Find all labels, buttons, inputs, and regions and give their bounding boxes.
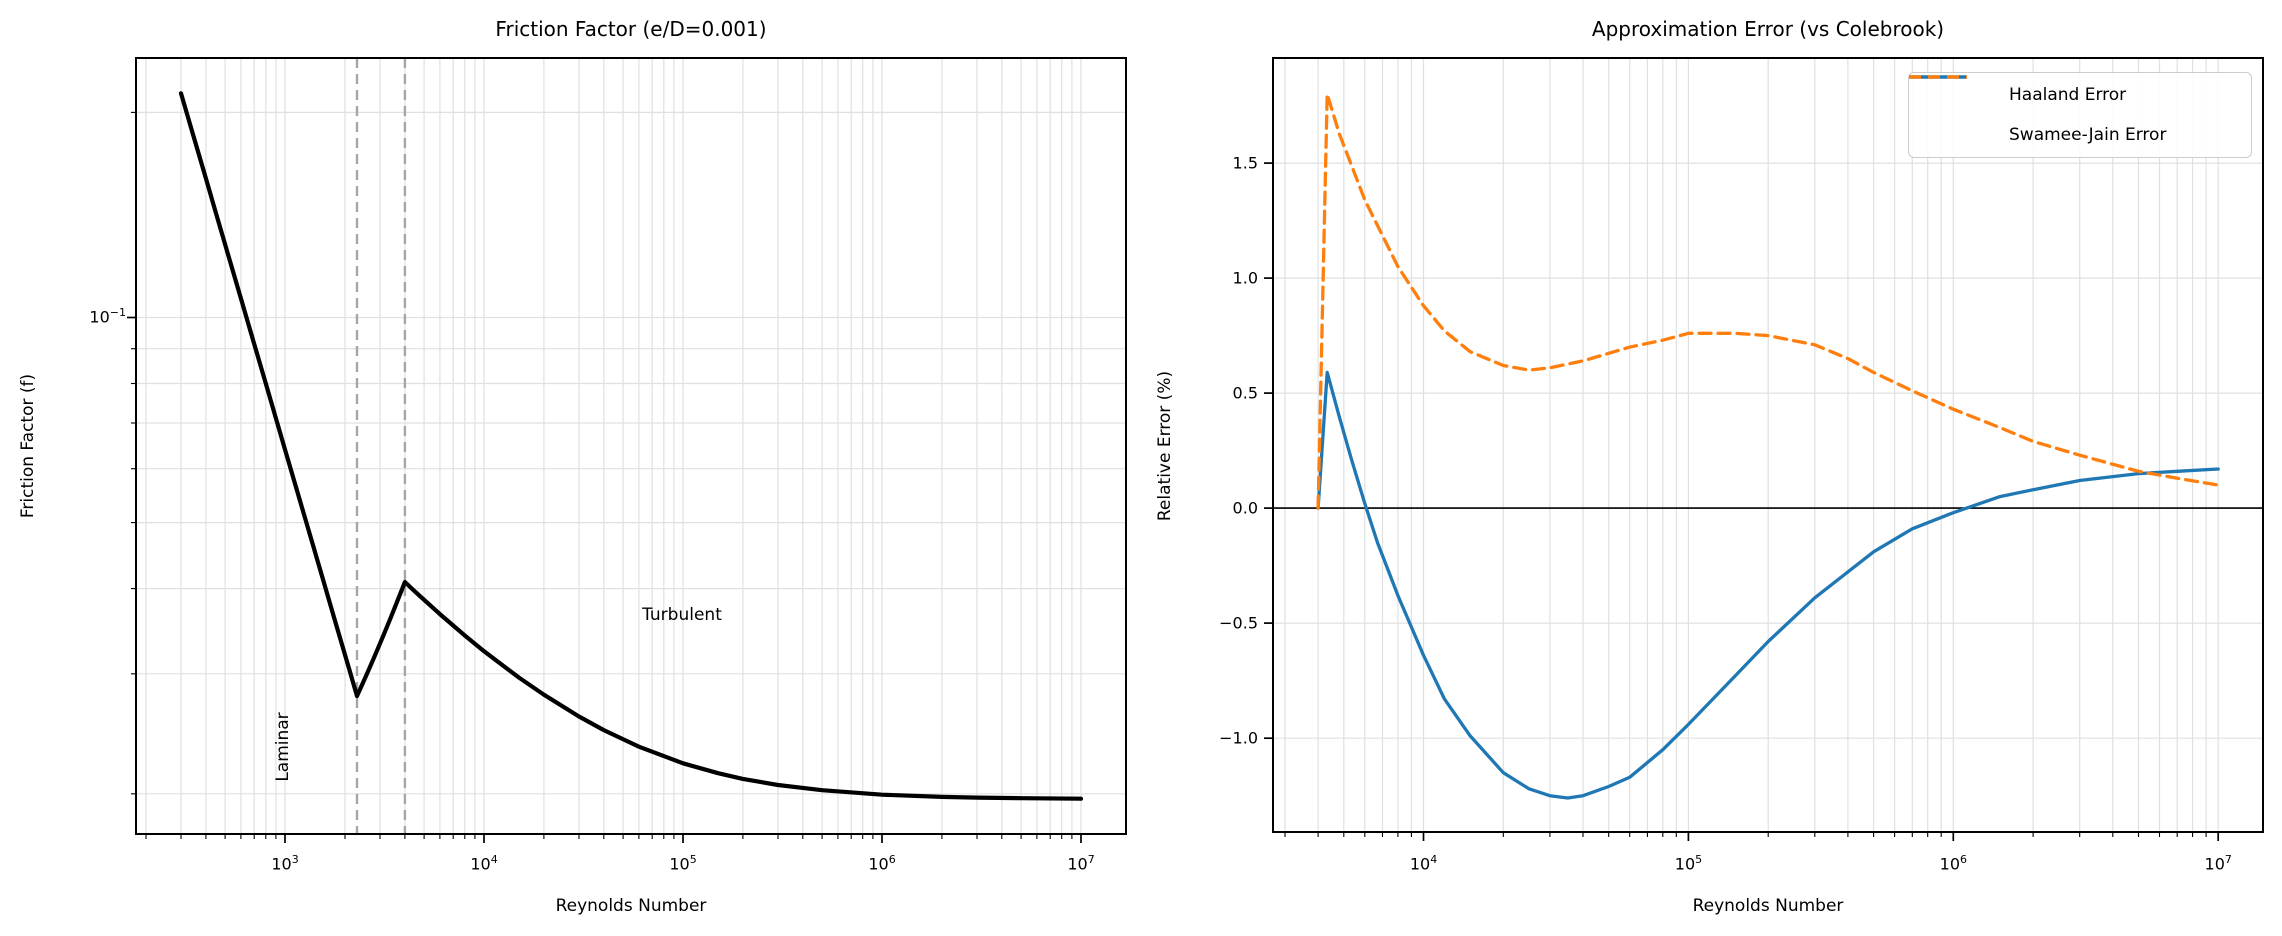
right-chart-title: Approximation Error (vs Colebrook) xyxy=(1591,17,1945,41)
right-xtick-label: 104 xyxy=(1409,853,1438,874)
legend-label-haaland: Haaland Error xyxy=(2009,85,2127,106)
turbulent-annotation: Turbulent xyxy=(642,604,722,625)
left-xtick-label: 107 xyxy=(1067,853,1095,874)
right-xtick-label: 106 xyxy=(1939,853,1968,874)
right-ytick-label: −1.0 xyxy=(1219,728,1258,748)
left-xtick-label: 105 xyxy=(669,853,697,874)
right-chart-xlabel: Reynolds Number xyxy=(1692,896,1844,916)
left-xtick-label: 103 xyxy=(271,853,299,874)
left-xtick-label: 104 xyxy=(470,853,498,874)
right-chart-ylabel: Relative Error (%) xyxy=(1155,370,1175,522)
laminar-annotation: Laminar xyxy=(273,712,294,782)
haaland-line-sample xyxy=(1909,75,1987,99)
right-ytick-label: 1.5 xyxy=(1232,153,1258,173)
right-xtick-label: 105 xyxy=(1674,853,1703,874)
left-ytick-label: 10−1 xyxy=(89,306,126,327)
right-ytick-label: 1.0 xyxy=(1232,268,1258,288)
left-chart-ylabel: Friction Factor (f) xyxy=(18,373,38,519)
legend-row-haaland: Haaland Error xyxy=(1909,75,2241,114)
swamee-jain-line-sample xyxy=(1909,75,1987,139)
left-chart-xlabel: Reynolds Number xyxy=(555,896,707,916)
right-ytick-label: 0.5 xyxy=(1232,383,1258,403)
legend: Haaland Error Swamee-Jain Error xyxy=(1908,72,2252,158)
right-xtick-label: 107 xyxy=(2204,853,2232,874)
left-chart-title: Friction Factor (e/D=0.001) xyxy=(495,17,767,41)
right-ytick-label: −0.5 xyxy=(1219,613,1258,633)
legend-row-swamee-jain: Swamee-Jain Error xyxy=(1909,75,2241,154)
legend-label-swamee-jain: Swamee-Jain Error xyxy=(2009,124,2167,145)
right-ytick-label: 0.0 xyxy=(1232,498,1258,518)
left-xtick-label: 106 xyxy=(868,853,896,874)
